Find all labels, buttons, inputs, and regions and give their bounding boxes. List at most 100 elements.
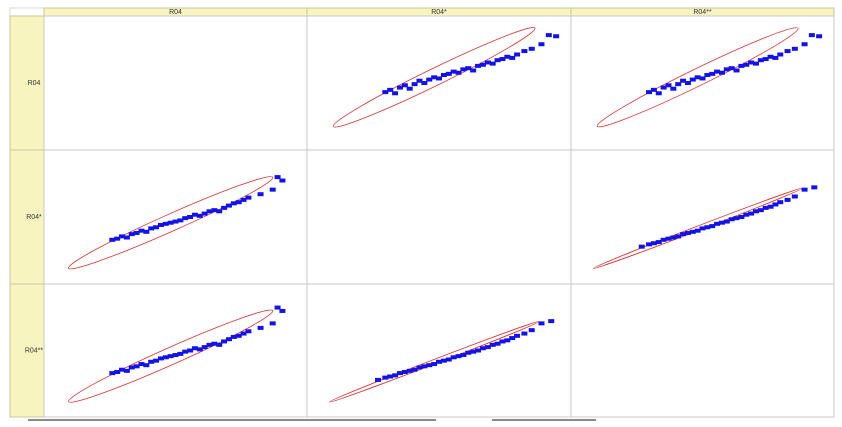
scatter-point bbox=[257, 325, 264, 330]
scatter-point bbox=[450, 355, 457, 360]
scatter-point bbox=[675, 82, 682, 87]
scatter-point bbox=[411, 367, 418, 372]
scatter-point bbox=[553, 34, 560, 39]
scatter-point bbox=[499, 339, 506, 344]
scatter-point bbox=[187, 348, 194, 353]
matrix-cell bbox=[43, 149, 308, 285]
scatter-point bbox=[235, 200, 242, 205]
scatter-point bbox=[387, 87, 394, 92]
scatter-point bbox=[240, 197, 247, 202]
scatter-point bbox=[109, 237, 116, 242]
scatter-point bbox=[694, 75, 701, 80]
scatter-point bbox=[545, 33, 552, 38]
scatter-point bbox=[196, 347, 203, 352]
confidence-ellipse bbox=[68, 309, 274, 403]
scatter-point bbox=[728, 66, 735, 71]
matrix-cell bbox=[43, 283, 308, 418]
scatter-point bbox=[714, 221, 721, 226]
scatter-point bbox=[445, 71, 452, 76]
scatter-point bbox=[114, 236, 121, 241]
scatter-point bbox=[172, 219, 179, 224]
scatter-point bbox=[504, 338, 511, 343]
scatter-point bbox=[421, 81, 428, 85]
scatter-point bbox=[538, 321, 545, 326]
scatter-point bbox=[216, 209, 223, 214]
scatter-point bbox=[772, 202, 779, 207]
scatter-point bbox=[757, 58, 764, 63]
scatter-point bbox=[757, 208, 764, 213]
scatter-point bbox=[665, 83, 672, 88]
scatter-point bbox=[762, 205, 769, 210]
row-header bbox=[9, 283, 45, 418]
scatter-point bbox=[211, 341, 218, 346]
scatter-point bbox=[504, 54, 511, 59]
scatter-point bbox=[714, 69, 721, 74]
scatter-point bbox=[509, 336, 516, 341]
scatter-point bbox=[431, 362, 438, 367]
scatter-point bbox=[484, 60, 491, 65]
scatter-point bbox=[109, 371, 116, 376]
scatter-point bbox=[733, 68, 740, 73]
scatter-point bbox=[128, 232, 135, 237]
scatter-point bbox=[479, 62, 486, 67]
scatter-point bbox=[808, 33, 815, 38]
scatter-point bbox=[138, 228, 145, 233]
scatter-point bbox=[167, 354, 174, 359]
scatter-point bbox=[499, 57, 506, 62]
scatter-point bbox=[225, 337, 232, 342]
scatter-point bbox=[221, 339, 228, 344]
scatter-point bbox=[767, 54, 774, 59]
scatter-point bbox=[772, 55, 779, 60]
scatter-point bbox=[680, 232, 687, 237]
scatter-point bbox=[694, 228, 701, 233]
scatter-point bbox=[470, 68, 477, 73]
scatter-point bbox=[269, 321, 276, 326]
scatter-point bbox=[650, 241, 657, 246]
scatter-point bbox=[182, 349, 189, 354]
scatter-point bbox=[153, 358, 160, 363]
matrix-cell bbox=[570, 15, 835, 151]
scatter-point bbox=[240, 331, 247, 336]
scatter-point bbox=[521, 49, 528, 54]
scatter-point bbox=[680, 78, 687, 83]
scatter-point bbox=[791, 194, 798, 199]
horizontal-scrollbar-right[interactable] bbox=[492, 419, 596, 421]
scatter-point bbox=[752, 209, 759, 214]
scatter-point bbox=[421, 364, 428, 369]
scatter-point bbox=[528, 46, 535, 51]
scatter-point bbox=[191, 346, 198, 351]
scatter-point bbox=[191, 212, 198, 217]
scatter-point bbox=[723, 67, 730, 72]
scatter-point bbox=[670, 235, 677, 240]
matrix-cell bbox=[306, 15, 572, 151]
scatter-point bbox=[521, 331, 528, 336]
scatter-point bbox=[167, 220, 174, 225]
scatter-point bbox=[718, 220, 725, 225]
scatter-point bbox=[396, 371, 403, 376]
scatter-point bbox=[455, 70, 462, 75]
scatter-point bbox=[411, 82, 418, 87]
scatter-point bbox=[743, 62, 750, 67]
scatter-point bbox=[646, 90, 653, 95]
scatter-point bbox=[245, 329, 252, 334]
scatter-point bbox=[279, 308, 286, 313]
scatter-point bbox=[475, 63, 482, 68]
scatter-point bbox=[426, 77, 433, 82]
scatter-point bbox=[777, 200, 784, 205]
scatter-point bbox=[172, 353, 179, 358]
scatter-point bbox=[406, 368, 413, 373]
row-header-label: R04 bbox=[28, 80, 41, 87]
scatter-point bbox=[206, 209, 213, 214]
scatter-point bbox=[801, 42, 808, 47]
scatter-point bbox=[279, 178, 286, 183]
scatter-point bbox=[699, 76, 706, 81]
scatter-point bbox=[665, 236, 672, 241]
horizontal-scrollbar-left[interactable] bbox=[28, 419, 436, 421]
scatter-point bbox=[114, 369, 121, 374]
scatter-point bbox=[538, 42, 545, 47]
scatter-point bbox=[119, 367, 126, 372]
matrix-cell bbox=[570, 283, 835, 418]
scatter-point bbox=[201, 345, 208, 350]
scatter-point bbox=[133, 364, 140, 369]
scatter-point bbox=[235, 333, 242, 338]
